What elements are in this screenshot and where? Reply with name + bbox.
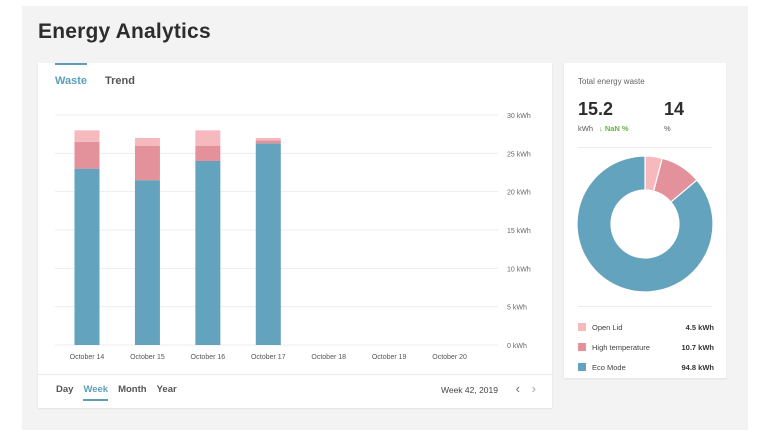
- bar-chart-svg: 0 kWh 5 kWh 10 kWh 15 kWh 20 kWh 25 kWh 30 kWh…: [55, 113, 531, 361]
- x-tick-label: October 16: [191, 354, 226, 361]
- period-footer: Day Week Month Year Week 42, 2019 ‹ ›: [38, 374, 552, 408]
- legend-value: 4.5 kWh: [685, 322, 714, 332]
- x-tick-label: October 18: [311, 354, 346, 361]
- y-tick-label: 5 kWh: [507, 305, 527, 312]
- bar-segment-high-temperature[interactable]: [255, 140, 281, 144]
- summary-title: Total energy waste: [578, 77, 645, 86]
- bar-segment-open-lid[interactable]: [74, 130, 100, 142]
- y-tick-label: 15 kWh: [507, 228, 531, 235]
- donut-legend: Open Lid 4.5 kWh High temperature 10.7 k…: [578, 317, 714, 377]
- bar-segment-open-lid[interactable]: [195, 130, 221, 146]
- period-day[interactable]: Day: [56, 384, 74, 395]
- divider: [578, 147, 712, 148]
- delta-badge: ↓ NaN %: [599, 124, 629, 133]
- legend-swatch: [578, 323, 586, 331]
- total-unit: kWh: [578, 124, 593, 133]
- legend-swatch: [578, 363, 586, 371]
- bar-segment-open-lid[interactable]: [134, 138, 160, 146]
- x-tick-label: October 15: [130, 354, 165, 361]
- bar-segment-eco-mode[interactable]: [74, 168, 100, 345]
- legend-value: 10.7 kWh: [681, 342, 714, 352]
- percent-value: 14: [664, 99, 685, 119]
- y-tick-label: 25 kWh: [507, 151, 531, 158]
- legend-item-open-lid: Open Lid 4.5 kWh: [578, 317, 714, 337]
- bar-segment-eco-mode[interactable]: [134, 180, 160, 345]
- legend-item-eco-mode: Eco Mode 94.8 kWh: [578, 357, 714, 377]
- week-label: Week 42, 2019: [440, 385, 498, 395]
- page-title: Energy Analytics: [38, 20, 211, 43]
- legend-label: High temperature: [592, 342, 650, 352]
- total-value: 15.2: [578, 99, 614, 119]
- waste-bar-chart: 0 kWh 5 kWh 10 kWh 15 kWh 20 kWh 25 kWh 30 kWh…: [38, 93, 552, 363]
- percent-stat: 14 %: [664, 99, 684, 133]
- legend-label: Open Lid: [592, 322, 623, 332]
- donut-slice-eco-mode[interactable]: [576, 155, 714, 293]
- chart-tabs: Waste Trend: [55, 63, 135, 93]
- waste-chart-card: Waste Trend 0 kWh 5 kWh 10 kWh 15 kWh 20 kWh…: [38, 63, 552, 408]
- x-tick-label: October 20: [432, 354, 467, 361]
- bar-segment-high-temperature[interactable]: [134, 145, 160, 181]
- chevron-left-icon[interactable]: ‹: [515, 381, 520, 396]
- bar-segment-eco-mode[interactable]: [195, 161, 221, 345]
- bar-segment-eco-mode[interactable]: [255, 143, 281, 345]
- legend-swatch: [578, 343, 586, 351]
- waste-donut-chart: [576, 155, 714, 293]
- total-waste-card: Total energy waste 15.2 kWh ↓ NaN % 14 %…: [564, 63, 726, 378]
- tab-trend[interactable]: Trend: [105, 75, 135, 87]
- x-tick-label: October 17: [251, 354, 286, 361]
- legend-value: 94.8 kWh: [681, 362, 714, 372]
- x-tick-label: October 14: [70, 354, 105, 361]
- legend-label: Eco Mode: [592, 362, 626, 372]
- bar-segment-high-temperature[interactable]: [74, 141, 100, 169]
- chevron-right-icon[interactable]: ›: [531, 381, 536, 396]
- tab-waste[interactable]: Waste: [55, 63, 87, 93]
- period-selector: Day Week Month Year: [56, 384, 177, 401]
- period-week[interactable]: Week: [83, 384, 108, 401]
- divider: [578, 306, 712, 307]
- legend-item-high-temperature: High temperature 10.7 kWh: [578, 337, 714, 357]
- bar-segment-open-lid[interactable]: [255, 138, 281, 141]
- y-tick-label: 10 kWh: [507, 266, 531, 273]
- page: Energy Analytics Waste Trend 0 kWh 5 kWh 1…: [22, 6, 748, 430]
- y-tick-label: 0 kWh: [507, 343, 527, 350]
- period-month[interactable]: Month: [118, 384, 147, 395]
- percent-unit: %: [664, 124, 671, 133]
- y-tick-label: 20 kWh: [507, 190, 531, 197]
- period-year[interactable]: Year: [156, 384, 177, 395]
- total-stat: 15.2 kWh ↓ NaN %: [578, 99, 629, 133]
- x-tick-label: October 19: [372, 354, 407, 361]
- bar-segment-high-temperature[interactable]: [195, 145, 221, 161]
- y-tick-label: 30 kWh: [507, 113, 531, 120]
